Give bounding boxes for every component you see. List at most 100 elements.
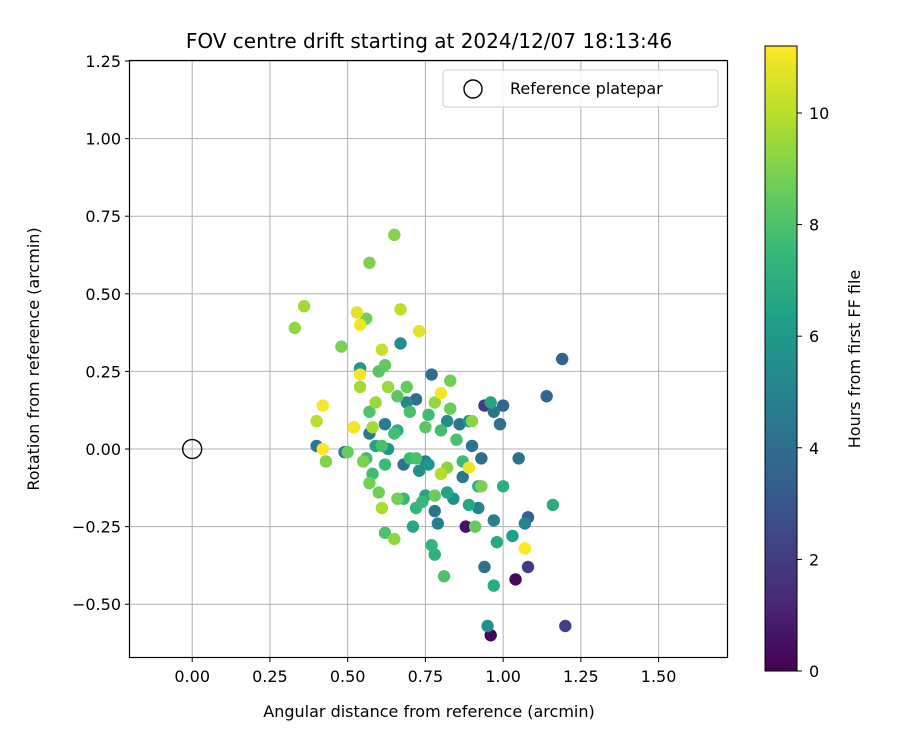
data-point xyxy=(468,520,482,533)
legend-entry-reference: Reference platepar xyxy=(510,79,663,98)
data-point xyxy=(353,380,367,394)
colorbar-tick-label: 6 xyxy=(809,327,819,346)
data-point xyxy=(378,526,392,540)
data-point xyxy=(493,417,507,431)
data-point xyxy=(484,629,497,642)
data-point xyxy=(366,467,379,481)
data-point xyxy=(353,318,367,332)
x-tick-label: 1.00 xyxy=(485,667,521,686)
data-point xyxy=(428,548,441,561)
data-point xyxy=(350,306,364,319)
data-point xyxy=(375,501,389,515)
data-point xyxy=(400,396,413,409)
data-point xyxy=(546,498,560,512)
colorbar xyxy=(764,45,798,672)
data-point xyxy=(475,480,488,493)
y-tick-label: 1.25 xyxy=(85,52,121,71)
data-point xyxy=(453,417,466,431)
data-point xyxy=(428,504,441,518)
data-point xyxy=(406,520,420,533)
data-point xyxy=(412,464,426,477)
data-point xyxy=(475,452,488,465)
data-point xyxy=(444,402,457,415)
data-point xyxy=(487,579,500,592)
data-point xyxy=(391,390,404,403)
y-axis-label: Rotation from reference (arcmin) xyxy=(24,227,43,490)
data-point xyxy=(378,458,392,471)
data-point xyxy=(363,405,376,418)
data-point xyxy=(409,393,423,406)
data-point xyxy=(403,405,417,418)
data-point xyxy=(412,324,426,338)
data-point xyxy=(440,414,454,428)
data-point xyxy=(378,417,392,431)
reference-platepar-point xyxy=(181,438,203,460)
data-point xyxy=(363,476,376,490)
colorbar-label: Hours from first FF file xyxy=(845,270,864,449)
data-point xyxy=(369,396,382,409)
data-point xyxy=(375,439,389,453)
data-point xyxy=(450,433,463,446)
legend-box xyxy=(442,69,719,108)
data-point xyxy=(388,228,401,242)
legend-reference-marker xyxy=(463,79,483,99)
data-point xyxy=(434,424,448,437)
colorbar-tick-label: 2 xyxy=(809,550,819,569)
data-point xyxy=(440,486,454,499)
x-axis: 0.00 0.25 0.50 0.75 1.00 1.25 1.50 xyxy=(174,657,676,686)
data-point xyxy=(496,480,510,493)
y-tick-label: 0.00 xyxy=(85,440,121,459)
data-point xyxy=(428,489,441,502)
y-axis: −0.50 −0.25 0.00 0.25 0.50 0.75 1.00 1.25 xyxy=(72,52,130,614)
y-tick-label: 0.50 xyxy=(85,285,121,304)
data-point xyxy=(434,386,448,400)
data-point xyxy=(465,439,479,453)
y-tick-label: 0.75 xyxy=(85,207,121,226)
data-point xyxy=(428,396,441,409)
legend: Reference platepar xyxy=(442,69,719,108)
data-point xyxy=(462,498,476,512)
data-point xyxy=(422,458,435,471)
grid xyxy=(130,60,727,657)
chart-title: FOV centre drift starting at 2024/12/07 … xyxy=(186,29,672,53)
data-point xyxy=(297,300,311,313)
x-tick-label: 0.25 xyxy=(252,667,288,686)
data-point xyxy=(357,455,370,468)
data-point xyxy=(409,452,423,465)
data-point xyxy=(484,396,497,409)
data-point xyxy=(419,421,432,434)
y-tick-label: 0.25 xyxy=(85,362,121,381)
data-point xyxy=(347,421,361,434)
reference-marker xyxy=(181,438,203,460)
x-tick-label: 0.50 xyxy=(330,667,366,686)
points xyxy=(288,228,572,642)
data-point xyxy=(431,517,445,530)
data-point xyxy=(540,390,553,403)
data-point xyxy=(319,455,333,468)
data-point xyxy=(316,399,329,412)
colorbar-tick-label: 10 xyxy=(809,104,829,123)
data-point xyxy=(465,414,479,428)
data-point xyxy=(490,535,504,549)
data-point xyxy=(375,343,389,356)
x-axis-label: Angular distance from reference (arcmin) xyxy=(263,702,594,721)
data-point xyxy=(462,461,476,474)
data-point xyxy=(434,467,448,481)
data-point xyxy=(456,470,469,484)
data-point xyxy=(288,321,301,335)
data-point xyxy=(335,340,348,353)
colorbar-ticks: 0 2 4 6 8 10 xyxy=(797,104,829,681)
data-point xyxy=(422,408,435,422)
data-point xyxy=(372,486,385,499)
data-point xyxy=(416,495,429,508)
y-tick-label: 1.00 xyxy=(85,130,121,149)
data-point xyxy=(559,619,572,633)
data-point xyxy=(518,517,532,530)
data-point xyxy=(353,368,367,381)
data-point xyxy=(509,573,522,586)
data-point xyxy=(425,368,438,381)
data-point xyxy=(556,352,569,366)
data-point xyxy=(341,445,354,459)
data-point xyxy=(394,303,407,316)
data-point xyxy=(459,520,473,533)
